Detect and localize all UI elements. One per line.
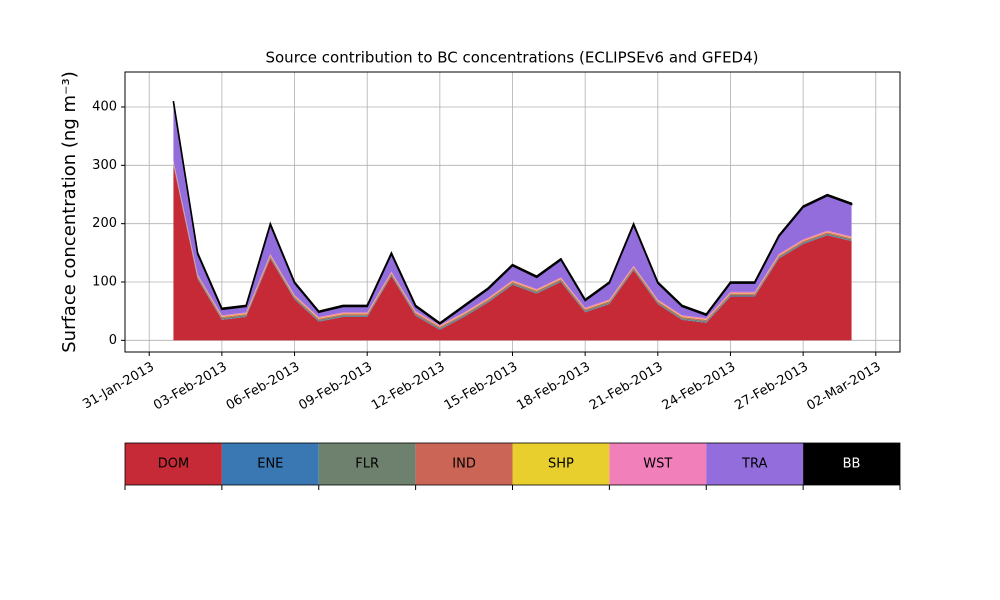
- legend-label: TRA: [741, 457, 767, 472]
- legend-label: SHP: [548, 457, 574, 472]
- x-tick-label: 27-Feb-2013: [732, 360, 811, 414]
- x-tick-label: 12-Feb-2013: [369, 360, 448, 414]
- legend-swatch: [125, 443, 222, 485]
- y-tick-label: 300: [92, 158, 117, 173]
- legend-swatch: [609, 443, 707, 485]
- area: [173, 165, 852, 341]
- legend-swatch: [706, 443, 804, 485]
- y-tick-label: 400: [92, 100, 117, 115]
- legend-swatch: [415, 443, 513, 485]
- x-tick-label: 06-Feb-2013: [224, 360, 303, 414]
- y-tick-label: 200: [92, 216, 117, 231]
- plot-frame: [124, 71, 901, 353]
- x-tick-label: 24-Feb-2013: [660, 360, 739, 414]
- x-tick-label: 21-Feb-2013: [587, 360, 666, 414]
- legend-label: BB: [843, 457, 861, 472]
- legend-frame: [124, 442, 901, 486]
- legend-swatch: [512, 443, 610, 485]
- y-axis-label: Surface concentration (ng m⁻³): [59, 71, 80, 353]
- chart-title: Source contribution to BC concentrations…: [265, 49, 758, 67]
- y-tick-label: 100: [92, 275, 117, 290]
- area: [172, 101, 853, 325]
- legend-swatch: [221, 443, 319, 485]
- x-tick-label: 31-Jan-2013: [80, 360, 157, 413]
- legend-label: DOM: [158, 457, 189, 472]
- legend-swatch: [803, 443, 900, 485]
- legend-label: IND: [452, 457, 476, 472]
- x-tick-label: 09-Feb-2013: [296, 360, 375, 414]
- x-tick-label: 18-Feb-2013: [514, 360, 593, 414]
- x-tick-label: 15-Feb-2013: [442, 360, 521, 414]
- y-tick-label: 0: [109, 333, 117, 348]
- legend-label: WST: [643, 457, 672, 472]
- legend-label: ENE: [257, 457, 283, 472]
- x-tick-label: 02-Mar-2013: [804, 360, 883, 414]
- x-tick-label: 03-Feb-2013: [151, 360, 230, 414]
- legend-label: FLR: [355, 457, 379, 472]
- legend-swatch: [318, 443, 416, 485]
